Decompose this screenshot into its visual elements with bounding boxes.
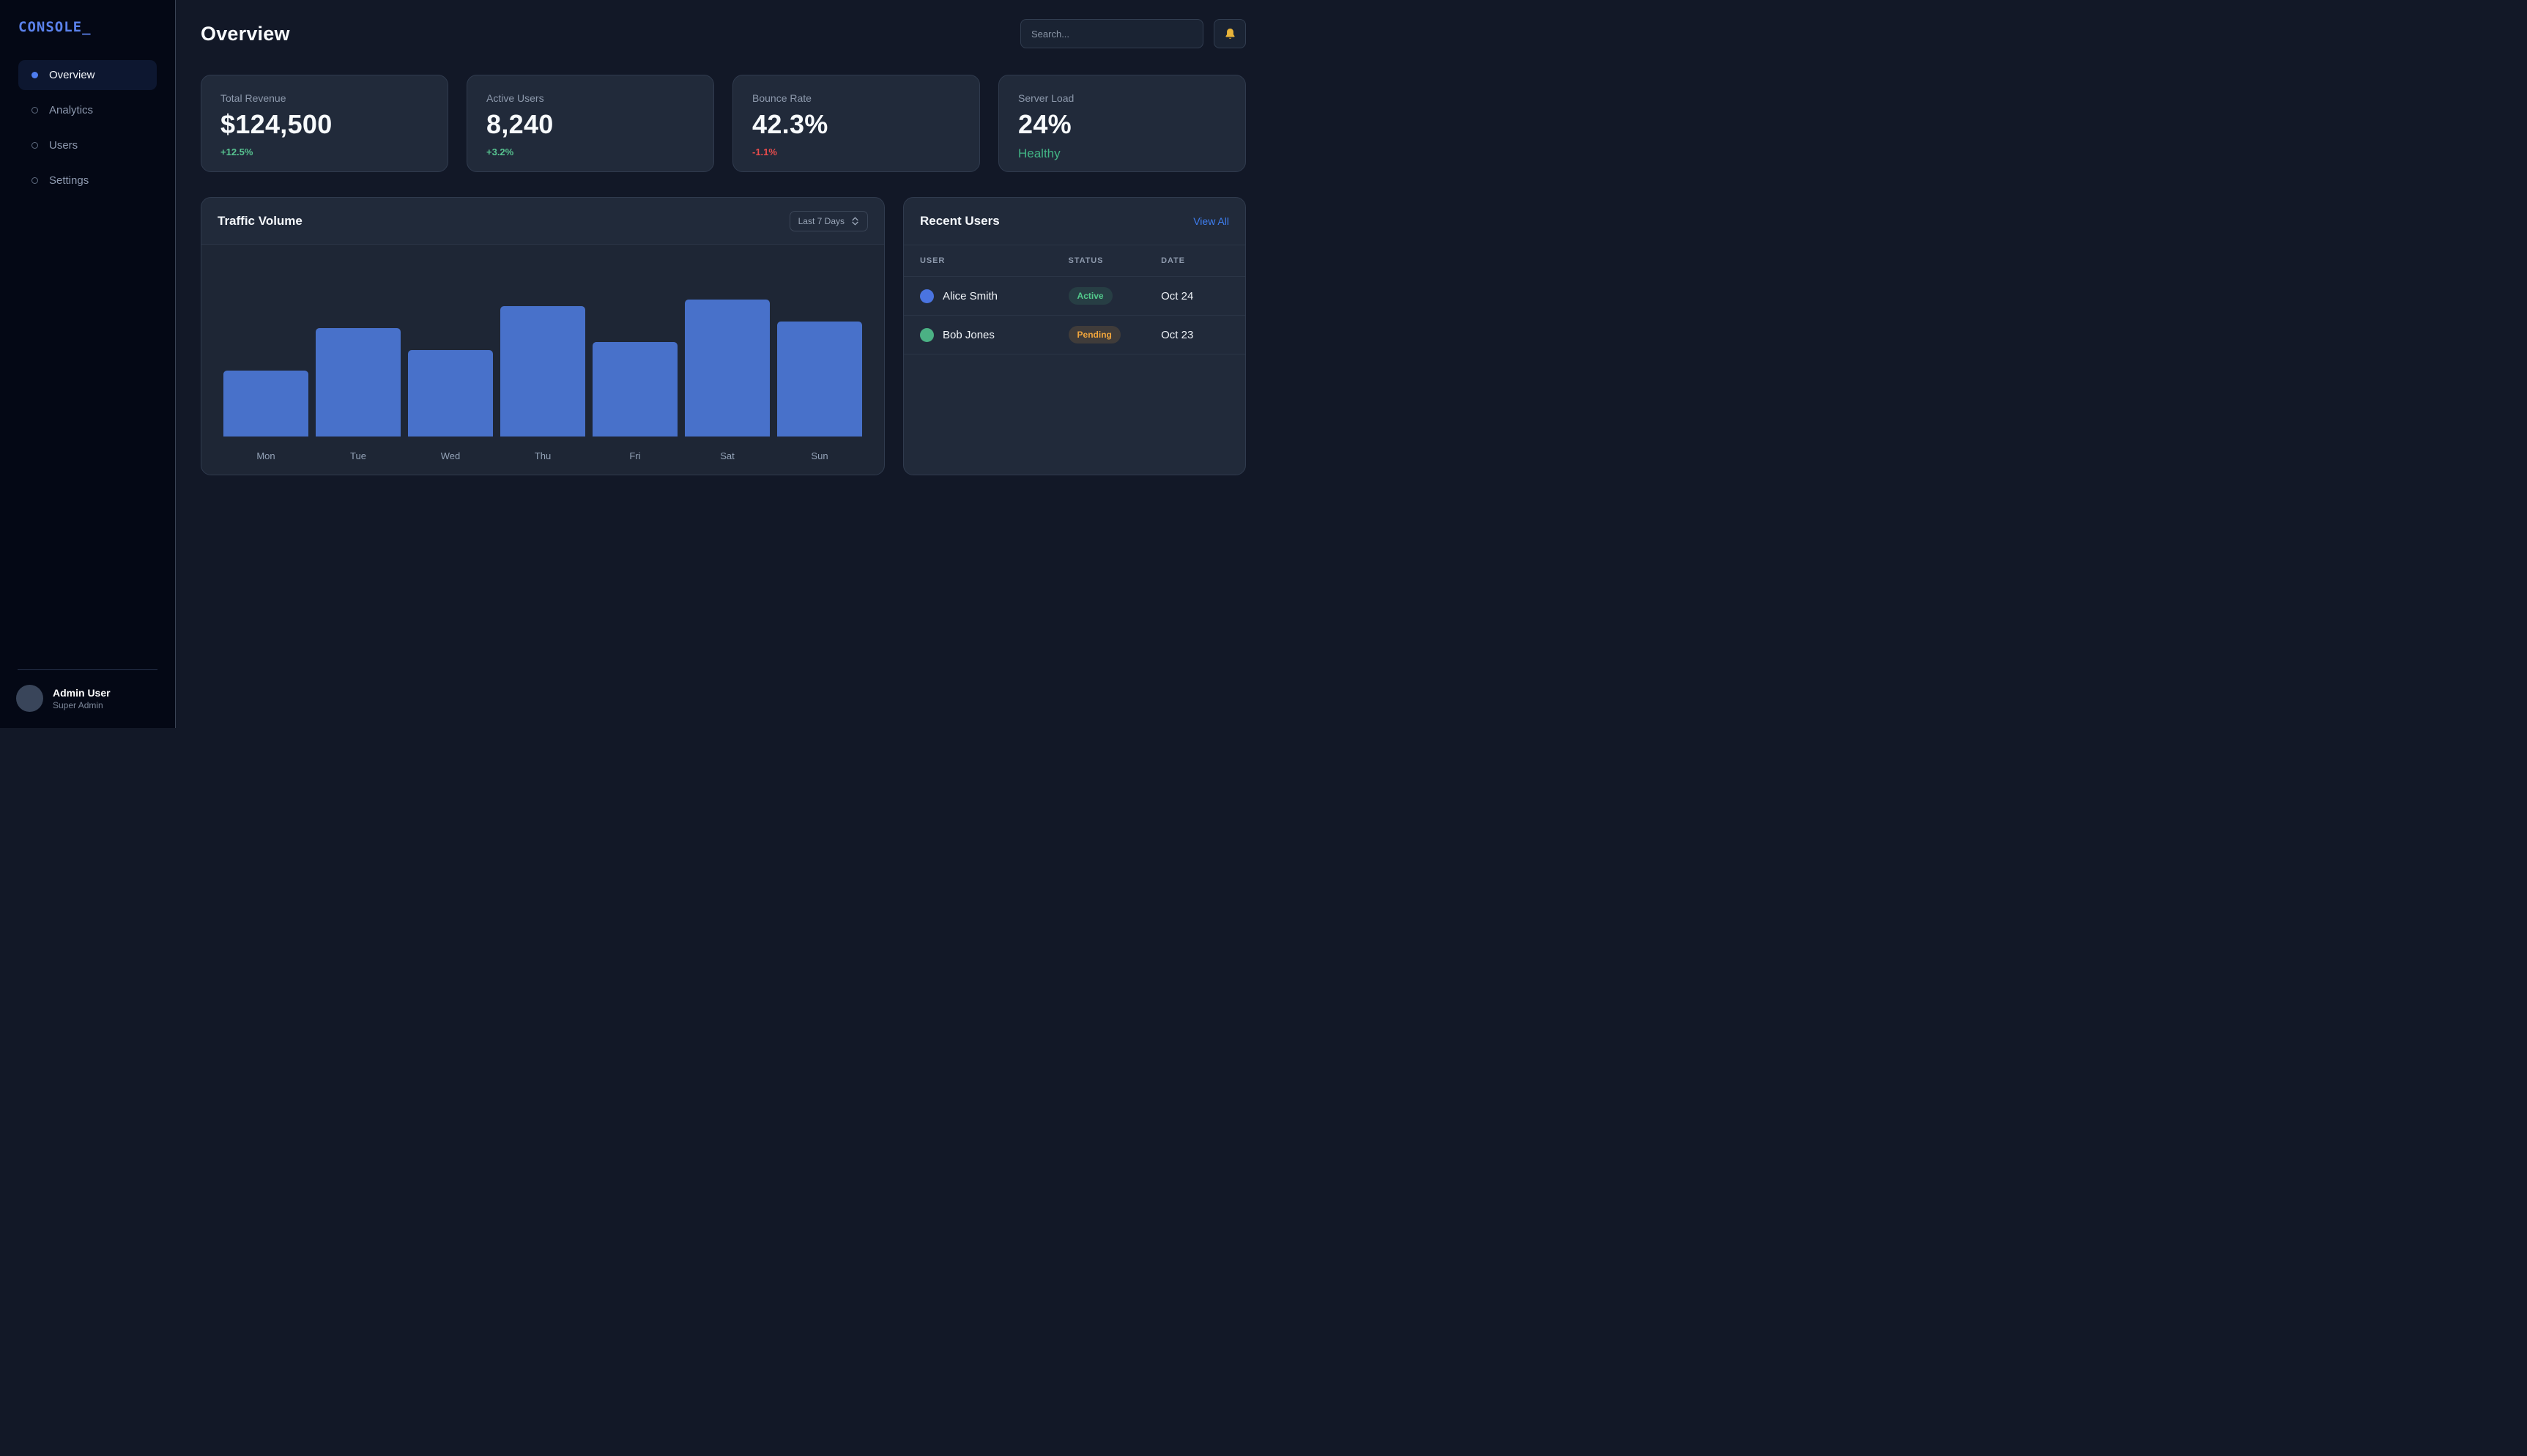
column-header-user: USER — [920, 256, 946, 265]
sidebar-nav: Overview Analytics Users Settings — [0, 60, 175, 196]
user-cell: Bob Jones — [920, 327, 1069, 342]
stat-label: Server Load — [1018, 92, 1075, 104]
topbar: Overview — [201, 19, 1246, 48]
bar-sat — [685, 299, 770, 437]
sidebar-footer: Admin User Super Admin — [0, 669, 175, 712]
column-header-status: STATUS — [1068, 256, 1104, 265]
recent-users-title: Recent Users — [920, 214, 1000, 228]
column-header-date: DATE — [1161, 256, 1185, 265]
stats-row: Total Revenue $124,500 +12.5% Active Use… — [201, 75, 1246, 172]
stat-delta: Healthy — [1018, 146, 1061, 160]
user-name: Alice Smith — [943, 289, 998, 302]
circle-bullet-icon — [31, 107, 38, 114]
table-row[interactable]: Alice Smith Active Oct 24 — [904, 277, 1245, 316]
traffic-panel-header: Traffic Volume Last 7 Days — [201, 198, 884, 245]
circle-bullet-icon — [31, 177, 38, 184]
stat-label: Active Users — [486, 92, 544, 104]
bar-wed — [408, 350, 493, 437]
table-row[interactable]: Bob Jones Pending Oct 23 — [904, 316, 1245, 354]
stat-delta: +12.5% — [220, 146, 253, 157]
stat-label: Bounce Rate — [752, 92, 812, 104]
axis-tick-label: Wed — [440, 450, 461, 461]
sidebar-item-label: Users — [49, 139, 78, 152]
axis-tick-label: Tue — [350, 450, 366, 461]
sidebar: CONSOLE_ Overview Analytics Users Settin… — [0, 0, 176, 728]
view-all-link[interactable]: View All — [1193, 215, 1229, 227]
stat-value: 42.3% — [752, 109, 828, 139]
notifications-button[interactable] — [1214, 19, 1246, 48]
bar-chart: Mon Tue Wed Thu Fri Sat Sun — [201, 245, 884, 475]
axis-tick-label: Sun — [811, 450, 828, 461]
table-header-row: USER STATUS DATE — [904, 245, 1245, 277]
sidebar-item-analytics[interactable]: Analytics — [18, 95, 157, 125]
active-dot-icon — [31, 72, 38, 78]
page-title: Overview — [201, 22, 290, 45]
date-cell: Oct 24 — [1161, 289, 1194, 302]
bar-fri — [593, 341, 678, 437]
range-select[interactable]: Last 7 Days — [789, 210, 868, 231]
bell-icon — [1225, 28, 1235, 39]
status-badge: Active — [1068, 287, 1113, 305]
chevron-up-down-icon — [852, 217, 858, 225]
user-name: Admin User — [53, 686, 111, 699]
sidebar-item-overview[interactable]: Overview — [18, 60, 157, 90]
bar-sun — [777, 321, 862, 437]
stat-value: 8,240 — [486, 109, 554, 139]
bar-tue — [316, 328, 401, 437]
stat-card-bounce-rate: Bounce Rate 42.3% -1.1% — [732, 75, 980, 172]
panels-row: Traffic Volume Last 7 Days — [201, 197, 1246, 475]
divider — [18, 669, 157, 670]
status-cell: Active — [1068, 287, 1162, 305]
stat-card-active-users: Active Users 8,240 +3.2% — [467, 75, 714, 172]
recent-users-panel: Recent Users View All USER STATUS DATE A… — [903, 197, 1246, 475]
user-cell: Alice Smith — [920, 289, 1069, 303]
app-logo: CONSOLE_ — [18, 19, 92, 35]
stat-delta: +3.2% — [486, 146, 514, 157]
user-profile[interactable]: Admin User Super Admin — [16, 685, 159, 712]
traffic-panel-title: Traffic Volume — [218, 213, 303, 228]
stat-card-total-revenue: Total Revenue $124,500 +12.5% — [201, 75, 448, 172]
app-root: CONSOLE_ Overview Analytics Users Settin… — [0, 0, 1264, 728]
sidebar-item-label: Settings — [49, 174, 89, 187]
sidebar-item-label: Analytics — [49, 104, 94, 116]
status-badge: Pending — [1068, 326, 1121, 343]
stat-value: $124,500 — [220, 109, 333, 139]
bar-chart-bars — [223, 261, 862, 437]
user-role: Super Admin — [53, 699, 103, 710]
axis-tick-label: Mon — [256, 450, 275, 461]
axis-tick-label: Thu — [534, 450, 552, 461]
sidebar-item-users[interactable]: Users — [18, 130, 157, 160]
user-name: Bob Jones — [943, 328, 995, 341]
bar-chart-labels: Mon Tue Wed Thu Fri Sat Sun — [223, 437, 862, 475]
date-cell: Oct 23 — [1161, 328, 1194, 341]
axis-tick-label: Sat — [720, 450, 735, 461]
stat-value: 24% — [1018, 109, 1072, 139]
bar-mon — [223, 371, 308, 437]
sidebar-item-settings[interactable]: Settings — [18, 166, 157, 196]
search-input[interactable] — [1020, 19, 1203, 48]
bar-thu — [500, 306, 585, 437]
avatar — [920, 327, 934, 342]
main-content: Overview Total Revenue $124,500 +12.5% A… — [176, 0, 1264, 728]
stat-label: Total Revenue — [220, 92, 286, 104]
stat-card-server-load: Server Load 24% Healthy — [998, 75, 1246, 172]
status-cell: Pending — [1068, 326, 1162, 343]
sidebar-item-label: Overview — [49, 69, 95, 81]
avatar — [16, 685, 43, 712]
circle-bullet-icon — [31, 142, 38, 149]
traffic-volume-panel: Traffic Volume Last 7 Days — [201, 197, 885, 475]
stat-delta: -1.1% — [752, 146, 777, 157]
axis-tick-label: Fri — [629, 450, 641, 461]
recent-users-header: Recent Users View All — [904, 198, 1245, 245]
range-select-value: Last 7 Days — [798, 215, 845, 226]
avatar — [920, 289, 934, 303]
user-profile-text: Admin User Super Admin — [53, 687, 111, 710]
